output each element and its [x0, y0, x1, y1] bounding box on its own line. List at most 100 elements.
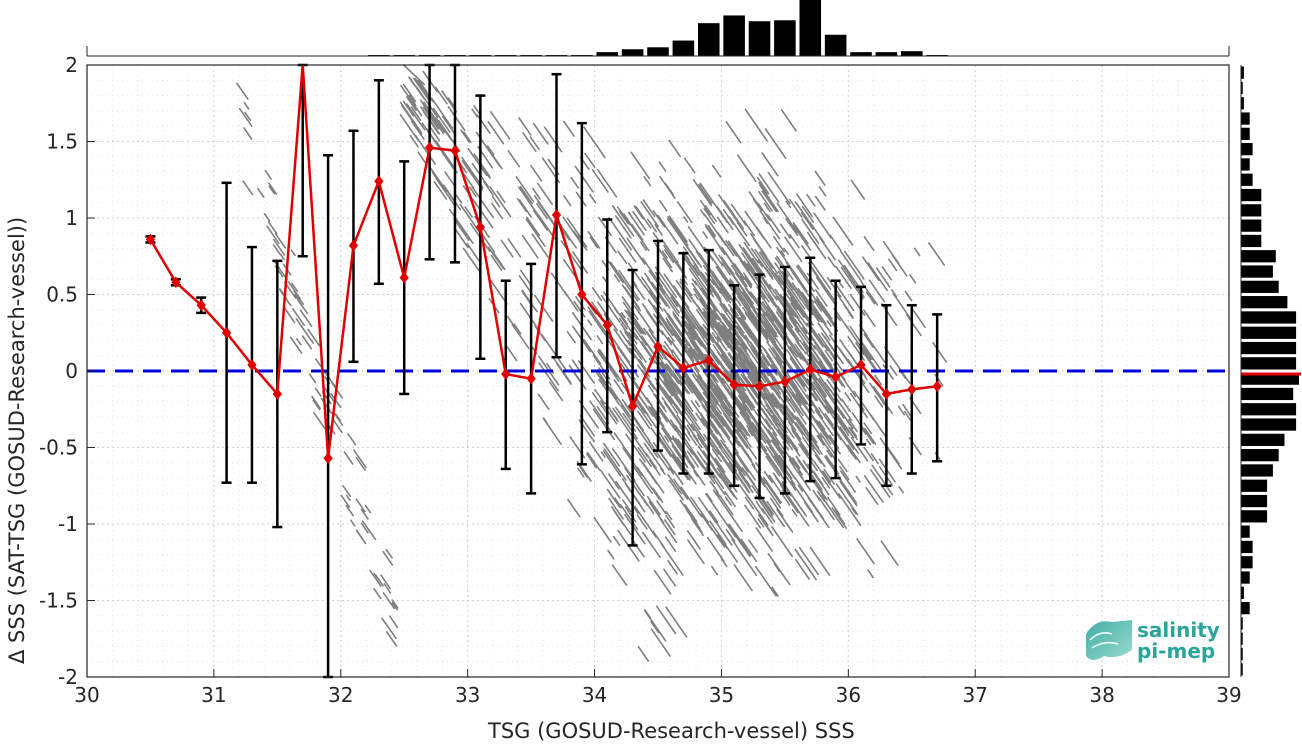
right-histogram-bar — [1241, 341, 1297, 355]
right-histogram-bar — [1241, 663, 1243, 676]
right-histogram-bar — [1241, 464, 1273, 477]
mean-marker — [729, 378, 739, 391]
salinity-pi-mep-logo: salinity pi-mep — [1086, 618, 1220, 663]
top-histogram — [86, 0, 1230, 57]
mean-marker — [501, 368, 511, 380]
x-tick-label: 30 — [74, 683, 99, 707]
right-histogram-bar — [1241, 540, 1253, 554]
top-histogram-bar — [850, 52, 872, 56]
x-tick-label: 34 — [582, 683, 607, 707]
mean-line — [149, 64, 938, 459]
right-histogram-bar — [1241, 97, 1244, 110]
right-histogram-bar — [1241, 525, 1250, 538]
right-histogram-bar — [1241, 81, 1243, 95]
right-histogram-bar — [1241, 234, 1262, 248]
right-histogram-bar — [1241, 632, 1243, 645]
right-histogram-bar — [1241, 449, 1279, 462]
y-tick-label: 0 — [65, 359, 78, 383]
x-tick-label: 37 — [962, 683, 987, 707]
mean-marker — [577, 288, 587, 301]
right-histogram-bar — [1241, 418, 1297, 431]
right-histogram-bar — [1241, 280, 1279, 293]
y-tick-label: 2 — [65, 53, 78, 77]
x-tick-label: 35 — [709, 683, 734, 707]
right-histogram-bar — [1241, 510, 1268, 523]
mean-marker — [627, 400, 638, 412]
top-histogram-bar — [621, 49, 644, 56]
x-ticks: 30 31 32 33 34 35 36 37 38 39 — [74, 669, 1242, 707]
right-histogram-bar — [1241, 311, 1297, 324]
top-histogram-bar — [647, 47, 669, 56]
right-histogram-bar — [1241, 296, 1288, 309]
mean-marker — [247, 359, 257, 371]
right-histogram-bar — [1241, 188, 1262, 202]
x-tick-label: 31 — [201, 683, 226, 707]
mean-marker — [475, 221, 485, 233]
top-histogram-bar — [748, 21, 771, 56]
right-histogram-bar — [1241, 494, 1268, 508]
mean-marker — [272, 388, 282, 400]
mean-marker — [424, 141, 435, 154]
mean-marker — [450, 144, 460, 157]
y-tick-label: -1.5 — [39, 589, 78, 613]
top-histogram-bar — [596, 52, 619, 56]
right-histogram-bar — [1241, 250, 1276, 263]
x-tick-label: 32 — [328, 683, 353, 707]
mean-marker — [678, 362, 689, 374]
mean-markers — [145, 141, 942, 465]
mean-marker — [831, 371, 841, 383]
right-histogram-bar — [1241, 357, 1297, 370]
right-histogram — [1240, 65, 1301, 677]
right-histogram-bar — [1241, 617, 1243, 630]
right-histogram-bar — [1241, 158, 1250, 171]
mean-marker — [932, 380, 942, 393]
top-histogram-bar — [875, 52, 898, 56]
y-tick-label: 1.5 — [46, 130, 78, 154]
top-histogram-bar — [672, 40, 695, 56]
mean-marker — [196, 299, 206, 312]
top-histogram-bar — [799, 0, 822, 56]
x-axis-label: TSG (GOSUD-Research-vessel) SSS — [487, 719, 855, 743]
y-tick-label: 0.5 — [46, 283, 78, 307]
x-tick-label: 33 — [455, 683, 480, 707]
right-histogram-bar — [1241, 143, 1253, 156]
y-ticks: -2 -1.5 -1 -0.5 0 0.5 1 1.5 2 — [39, 53, 95, 689]
top-histogram-bar — [697, 23, 720, 56]
mean-marker — [780, 375, 790, 388]
mean-marker — [805, 363, 815, 376]
right-histogram-bar — [1241, 387, 1294, 401]
mean-marker — [704, 354, 714, 367]
mean-marker — [856, 359, 866, 371]
right-histogram-bar — [1241, 204, 1262, 217]
mean-marker — [907, 383, 917, 396]
right-histogram-bar — [1241, 265, 1273, 278]
right-histogram-bar — [1241, 403, 1297, 416]
y-tick-label: -2 — [58, 665, 78, 689]
mean-marker — [551, 209, 562, 221]
right-histogram-bar — [1241, 647, 1243, 661]
x-tick-label: 38 — [1089, 683, 1114, 707]
x-tick-label: 39 — [1216, 683, 1241, 707]
mean-marker — [145, 233, 156, 246]
right-histogram-bar — [1241, 586, 1244, 599]
y-tick-label: -0.5 — [39, 436, 78, 460]
mean-marker — [881, 388, 892, 400]
top-histogram-bar — [723, 15, 745, 56]
right-histogram-bar — [1241, 326, 1297, 339]
logo-line1: salinity — [1137, 618, 1220, 642]
right-histogram-bar — [1241, 433, 1285, 446]
main-plot-area: 30 31 32 33 34 35 36 37 38 39 -2 -1.5 -1 -0.5 0 0.5 1 1.… — [39, 53, 1242, 707]
mean-marker — [171, 276, 181, 289]
right-histogram-bar — [1241, 571, 1250, 584]
x-tick-label: 36 — [836, 683, 861, 707]
mean-marker — [374, 175, 384, 188]
top-histogram-bar — [900, 51, 923, 56]
logo-wave-icon — [1086, 620, 1132, 660]
mean-marker — [221, 326, 232, 339]
mean-marker — [602, 319, 612, 331]
y-axis-label: Δ SSS (SAT-TSG (GOSUD-Research-vessel)) — [5, 217, 29, 664]
right-histogram-bar — [1241, 602, 1250, 615]
mean-marker — [754, 380, 765, 393]
top-histogram-bar — [774, 20, 796, 56]
right-histogram-bar — [1241, 479, 1268, 492]
